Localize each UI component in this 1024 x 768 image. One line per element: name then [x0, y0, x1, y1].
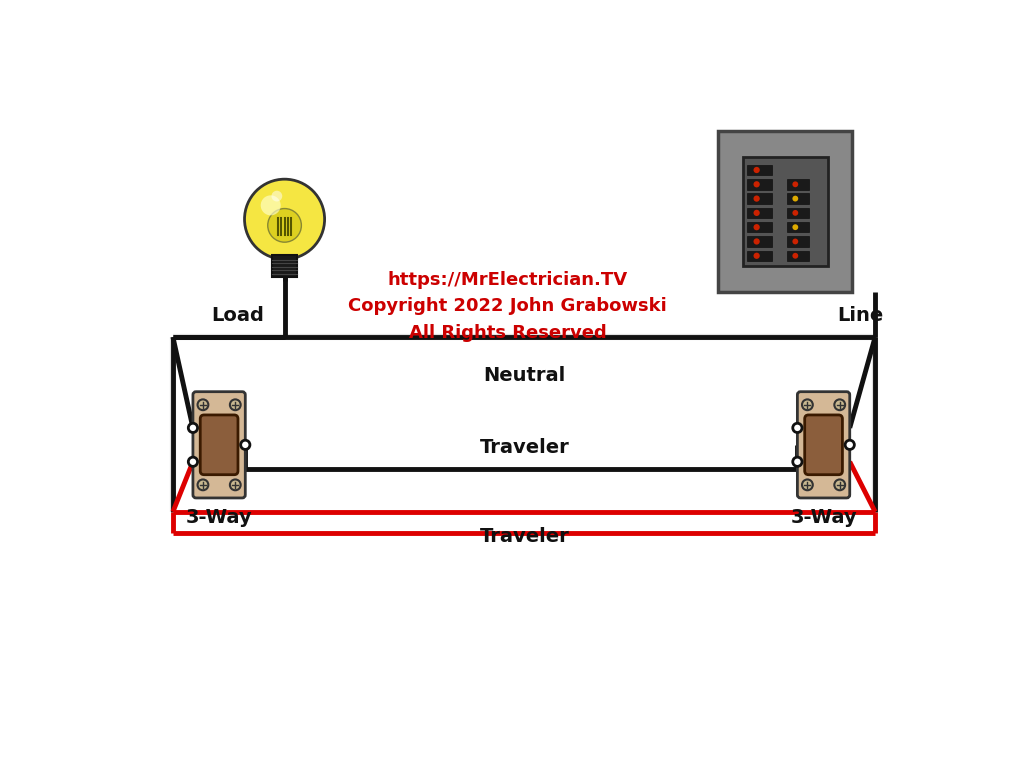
Circle shape: [754, 224, 760, 230]
Circle shape: [245, 179, 325, 260]
Circle shape: [267, 209, 301, 242]
Circle shape: [802, 479, 813, 490]
FancyBboxPatch shape: [746, 165, 772, 175]
FancyBboxPatch shape: [193, 392, 246, 498]
Circle shape: [754, 181, 760, 187]
Circle shape: [793, 423, 802, 432]
Circle shape: [230, 399, 241, 410]
Circle shape: [188, 457, 198, 466]
Circle shape: [754, 253, 760, 259]
Circle shape: [793, 239, 799, 244]
Circle shape: [835, 479, 845, 490]
Circle shape: [802, 399, 813, 410]
FancyBboxPatch shape: [786, 250, 809, 261]
FancyBboxPatch shape: [201, 415, 238, 475]
Circle shape: [793, 181, 799, 187]
FancyBboxPatch shape: [746, 207, 772, 218]
FancyBboxPatch shape: [786, 237, 809, 247]
FancyBboxPatch shape: [746, 222, 772, 233]
FancyBboxPatch shape: [742, 157, 827, 266]
Circle shape: [230, 479, 241, 490]
Text: Traveler: Traveler: [480, 527, 569, 546]
Circle shape: [793, 224, 799, 230]
Text: Traveler: Traveler: [480, 439, 569, 458]
Circle shape: [188, 423, 198, 432]
Circle shape: [271, 190, 283, 201]
FancyBboxPatch shape: [786, 194, 809, 204]
FancyBboxPatch shape: [746, 237, 772, 247]
FancyBboxPatch shape: [786, 207, 809, 218]
Text: https://MrElectrician.TV
Copyright 2022 John Grabowski
All Rights Reserved: https://MrElectrician.TV Copyright 2022 …: [348, 271, 668, 342]
Circle shape: [845, 440, 854, 449]
FancyBboxPatch shape: [786, 179, 809, 190]
Text: Neutral: Neutral: [483, 366, 566, 385]
Circle shape: [241, 440, 250, 449]
FancyBboxPatch shape: [746, 250, 772, 261]
Text: Load: Load: [211, 306, 264, 325]
Circle shape: [261, 195, 281, 215]
Circle shape: [793, 210, 799, 216]
Circle shape: [793, 457, 802, 466]
Circle shape: [754, 238, 760, 244]
FancyBboxPatch shape: [798, 392, 850, 498]
Text: 3-Way: 3-Way: [185, 508, 253, 528]
Circle shape: [754, 196, 760, 202]
Circle shape: [198, 399, 208, 410]
Text: Line: Line: [838, 306, 884, 325]
Circle shape: [198, 479, 208, 490]
FancyBboxPatch shape: [746, 194, 772, 204]
FancyBboxPatch shape: [805, 415, 843, 475]
FancyBboxPatch shape: [786, 222, 809, 233]
Circle shape: [754, 210, 760, 216]
Circle shape: [793, 196, 799, 201]
FancyBboxPatch shape: [718, 131, 852, 293]
Text: 3-Way: 3-Way: [791, 508, 857, 528]
FancyBboxPatch shape: [746, 179, 772, 190]
Circle shape: [754, 167, 760, 173]
Circle shape: [835, 399, 845, 410]
Bar: [272, 256, 297, 277]
Circle shape: [793, 253, 799, 259]
